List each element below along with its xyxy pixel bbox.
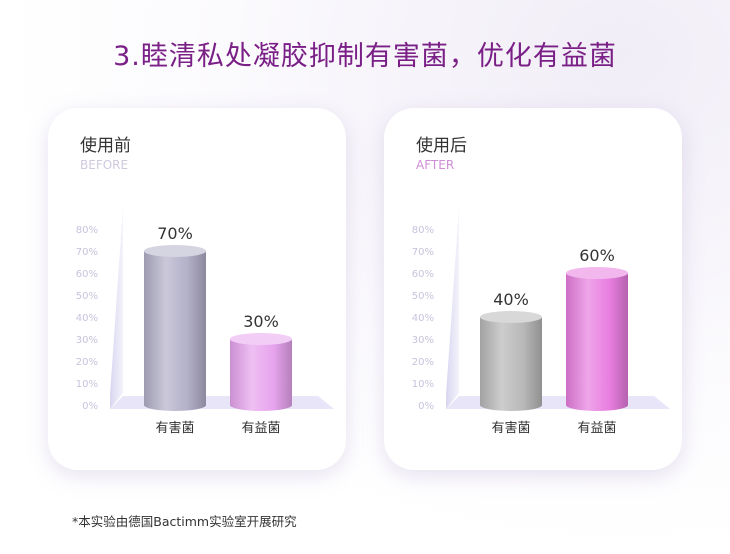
bar-body xyxy=(144,251,206,411)
y-tick-label: 10% xyxy=(412,379,434,390)
bar-1 xyxy=(144,245,206,411)
chart-floor xyxy=(446,396,670,409)
y-tick-label: 10% xyxy=(76,379,98,390)
y-tick-label: 40% xyxy=(76,313,98,324)
y-tick-label: 70% xyxy=(76,247,98,258)
before-bar-chart: 0% 10% 20% 30% 40% 50% 60% 70% 80% 70% 有害菌 30% 有益菌 xyxy=(76,207,334,436)
data-label: 30% xyxy=(243,312,279,331)
bar-body xyxy=(480,317,542,411)
y-tick-label: 0% xyxy=(82,401,98,412)
bar-top xyxy=(566,267,628,279)
chart-subtitle: BEFORE xyxy=(80,158,129,172)
y-tick-label: 60% xyxy=(412,269,434,280)
before-chart-header: 使用前 BEFORE xyxy=(80,136,131,172)
after-bar-chart: 0% 10% 20% 30% 40% 50% 60% 70% 80% 40% 有害菌 60% 有益菌 xyxy=(412,207,670,436)
axis-wall xyxy=(446,207,459,409)
bar-top xyxy=(230,333,292,345)
bar-2 xyxy=(230,333,292,411)
after-chart-card: 使用后 AFTER 0% 10% 20% 30% 40% 50% 60% 70% 80% 40% 有… xyxy=(384,108,682,470)
bar-2 xyxy=(566,267,628,411)
y-tick-label: 0% xyxy=(418,401,434,412)
axis-wall xyxy=(110,207,123,409)
x-category-label: 有害菌 xyxy=(155,420,194,436)
bar-1 xyxy=(480,311,542,411)
bar-top xyxy=(480,311,542,323)
y-tick-label: 50% xyxy=(412,291,434,302)
y-tick-label: 60% xyxy=(76,269,98,280)
y-tick-label: 20% xyxy=(76,357,98,368)
x-category-label: 有益菌 xyxy=(241,421,280,436)
x-category-label: 有害菌 xyxy=(491,420,530,436)
data-label: 40% xyxy=(493,290,529,309)
chart-subtitle: AFTER xyxy=(416,158,455,172)
before-chart-card: 使用前 BEFORE 0% 10% 20% 30% 40% 50% 60% 70% 80% 70%… xyxy=(48,108,346,470)
y-tick-label: 30% xyxy=(412,335,434,346)
bar-body xyxy=(566,273,628,411)
after-chart-header: 使用后 AFTER xyxy=(416,136,467,172)
chart-title: 使用后 xyxy=(416,136,467,156)
x-category-label: 有益菌 xyxy=(577,421,616,436)
y-tick-label: 40% xyxy=(412,313,434,324)
y-tick-label: 20% xyxy=(412,357,434,368)
footnote: *本实验由德国Bactimm实验室开展研究 xyxy=(72,514,297,529)
chart-floor xyxy=(110,396,334,409)
data-label: 70% xyxy=(157,224,193,243)
bar-top xyxy=(144,245,206,257)
y-tick-label: 80% xyxy=(412,225,434,236)
chart-title: 使用前 xyxy=(80,136,131,156)
y-tick-label: 70% xyxy=(412,247,434,258)
y-tick-label: 80% xyxy=(76,225,98,236)
bar-body xyxy=(230,339,292,411)
data-label: 60% xyxy=(579,246,615,265)
page-title: 3.睦清私处凝胶抑制有害菌，优化有益菌 xyxy=(113,41,617,72)
y-tick-label: 50% xyxy=(76,291,98,302)
y-tick-label: 30% xyxy=(76,335,98,346)
